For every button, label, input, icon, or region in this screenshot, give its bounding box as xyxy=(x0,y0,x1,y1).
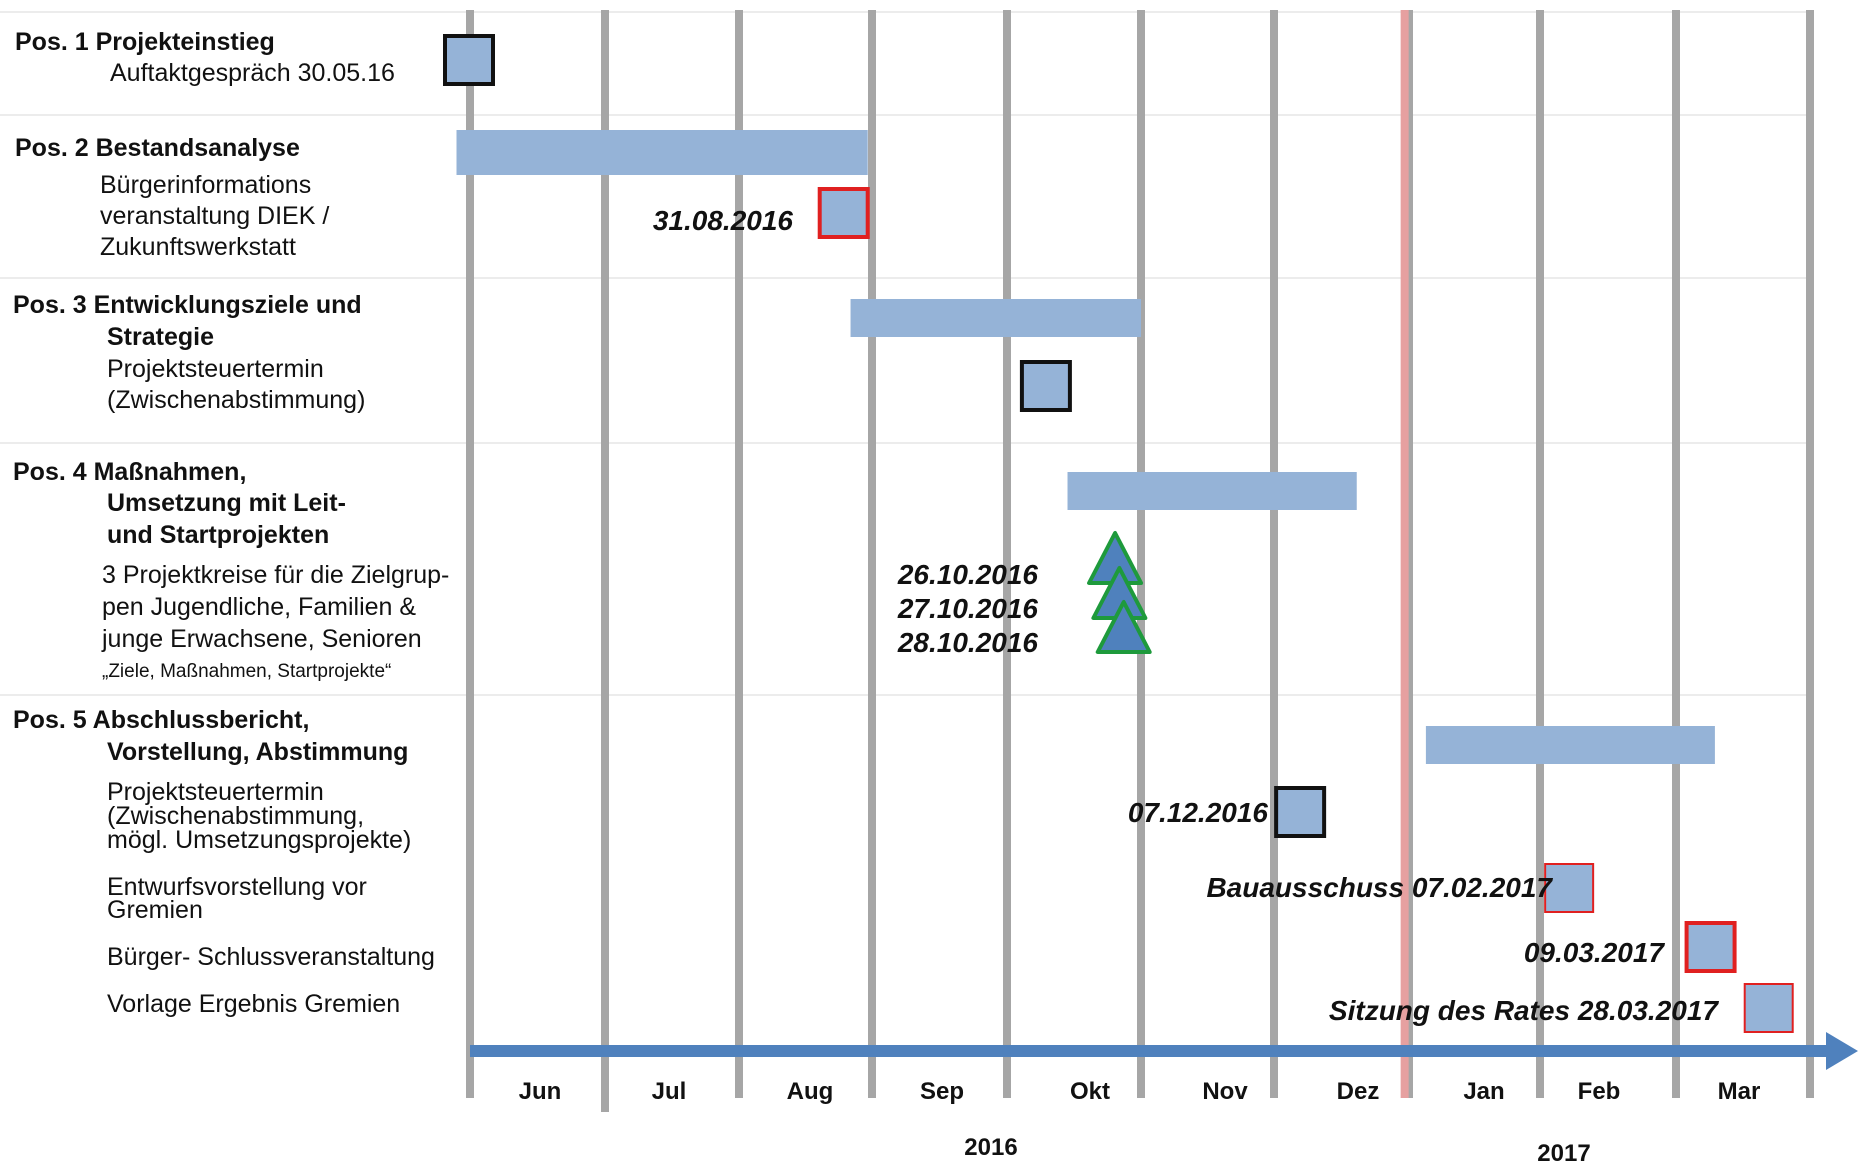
month-label-jun: Jun xyxy=(518,1078,562,1105)
task-bar-row-4 xyxy=(1067,472,1357,510)
row-5-title-1: Pos. 5 Abschlussbericht, xyxy=(13,706,310,734)
task-bar-row-5 xyxy=(1425,726,1715,764)
row-5-item-2-line-1: Entwurfsvorstellung vor xyxy=(107,873,367,901)
row-4-sub-3: junge Erwachsene, Senioren xyxy=(102,625,422,653)
row-1-sub: Auftaktgespräch 30.05.16 xyxy=(110,59,395,87)
milestone-square-10 xyxy=(1743,983,1794,1033)
month-label-sep: Sep xyxy=(919,1078,964,1105)
month-label-jul: Jul xyxy=(651,1078,687,1105)
row-5-item-1-line-1: Projektsteuertermin xyxy=(107,778,324,806)
milestone-triangle-6 xyxy=(1095,600,1152,654)
row-4-title-1: Pos. 4 Maßnahmen, xyxy=(13,458,247,486)
row-3-sub-1: Projektsteuertermin xyxy=(107,355,324,383)
month-label-mar: Mar xyxy=(1717,1078,1761,1105)
date-label-28-10-2016: 28.10.2016 xyxy=(897,627,1038,658)
row-2-sub-1: Bürgerinformations xyxy=(100,171,312,199)
row-5-item-4: Vorlage Ergebnis Gremien xyxy=(107,990,401,1018)
row-5-item-2-line-2: Gremien xyxy=(107,896,203,924)
row-5-item-3: Bürger- Schlussveranstaltung xyxy=(107,943,435,971)
date-label-sitzung-des-rates: Sitzung des Rates 28.03.2017 xyxy=(1328,995,1718,1026)
row-1-title: Pos. 1 Projekteinstieg xyxy=(15,28,275,56)
row-3-title-1: Pos. 3 Entwicklungsziele und xyxy=(13,291,362,319)
task-bar-row-2 xyxy=(456,130,868,175)
milestone-square-2 xyxy=(817,187,870,239)
row-2-sub-2: veranstaltung DIEK / xyxy=(100,202,330,230)
row-2-title: Pos. 2 Bestandsanalyse xyxy=(15,134,300,162)
month-label-aug: Aug xyxy=(786,1078,834,1105)
row-5-item-1-line-3: mögl. Umsetzungsprojekte) xyxy=(107,826,412,854)
row-5-item-1-line-2: (Zwischenabstimmung, xyxy=(107,802,365,830)
year-label-2016: 2016 xyxy=(964,1134,1018,1161)
milestone-square-9 xyxy=(1684,921,1737,973)
date-label-27-10-2016: 27.10.2016 xyxy=(897,593,1038,624)
month-label-dez: Dez xyxy=(1336,1078,1380,1105)
month-label-jan: Jan xyxy=(1463,1078,1505,1105)
date-label-31-08-2016: 31.08.2016 xyxy=(652,205,793,236)
date-label-26-10-2016: 26.10.2016 xyxy=(897,559,1038,590)
task-bar-row-3 xyxy=(850,299,1141,337)
year-label-2017: 2017 xyxy=(1537,1140,1591,1167)
date-label-bauausschuss: Bauausschuss 07.02.2017 xyxy=(1206,872,1552,903)
milestone-square-8 xyxy=(1544,863,1595,913)
month-label-okt: Okt xyxy=(1069,1078,1110,1105)
row-4-sub-1: 3 Projektkreise für die Zielgrup- xyxy=(102,561,450,589)
milestone-square-3 xyxy=(1019,360,1072,412)
date-label-09-03-2017: 09.03.2017 xyxy=(1523,937,1664,968)
row-3-title-2: Strategie xyxy=(107,323,214,351)
row-3-sub-2: (Zwischenabstimmung) xyxy=(107,386,366,414)
row-4-title-3: und Startprojekten xyxy=(107,521,330,549)
month-label-feb: Feb xyxy=(1577,1078,1621,1105)
month-label-nov: Nov xyxy=(1202,1078,1248,1105)
milestone-square-1 xyxy=(443,34,495,86)
row-4-sub-2: pen Jugendliche, Familien & xyxy=(102,593,417,621)
timeline-arrowhead xyxy=(1826,1032,1858,1070)
row-2-sub-3: Zukunftswerkstatt xyxy=(100,233,296,261)
row-5-title-2: Vorstellung, Abstimmung xyxy=(107,738,409,766)
date-label-07-12-2016: 07.12.2016 xyxy=(1127,797,1268,828)
row-4-title-2: Umsetzung mit Leit- xyxy=(107,489,346,517)
row-4-note: „Ziele, Maßnahmen, Startprojekte“ xyxy=(102,661,392,682)
milestone-square-7 xyxy=(1274,786,1327,838)
